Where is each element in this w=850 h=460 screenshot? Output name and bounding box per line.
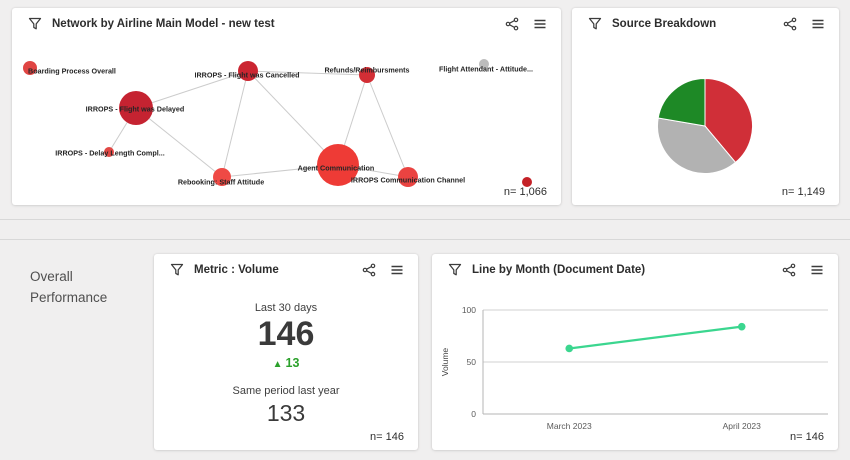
panel-title: Metric : Volume <box>194 264 279 276</box>
line-panel-header: Line by Month (Document Date) <box>432 254 838 286</box>
svg-text:IRROPS - Flight was Delayed: IRROPS - Flight was Delayed <box>86 105 185 114</box>
svg-text:IRROPS Communication Channel: IRROPS Communication Channel <box>351 176 465 185</box>
pie-chart[interactable] <box>572 8 839 205</box>
svg-text:March 2023: March 2023 <box>547 421 592 431</box>
metric-kpi-body: Last 30 days 146 ▲ 13 Same period last ye… <box>154 288 418 427</box>
metric-panel-header: Metric : Volume <box>154 254 418 286</box>
svg-text:50: 50 <box>467 357 477 367</box>
svg-text:Refunds/Reimbursments: Refunds/Reimbursments <box>324 66 409 75</box>
kpi-comparison-value: 133 <box>266 399 306 426</box>
menu-icon[interactable] <box>809 263 824 278</box>
network-graph-chart[interactable]: Boarding Process Overall IRROPS - Flight … <box>12 8 561 205</box>
svg-text:April 2023: April 2023 <box>723 421 762 431</box>
svg-text:0: 0 <box>471 409 476 419</box>
kpi-current-value: 146 <box>257 315 315 353</box>
n-count-label: n= 1,149 <box>781 186 825 198</box>
svg-text:Flight Attendant - Attitude...: Flight Attendant - Attitude... <box>439 65 533 74</box>
svg-text:Volume: Volume <box>440 348 450 377</box>
menu-icon[interactable] <box>532 17 547 32</box>
network-panel-header: Network by Airline Main Model - new test <box>12 8 561 40</box>
arrow-up-icon: ▲ <box>272 358 283 370</box>
filter-icon[interactable] <box>447 263 462 278</box>
n-count-label: n= 146 <box>370 431 404 443</box>
filter-icon[interactable] <box>27 17 42 32</box>
share-icon[interactable] <box>781 263 796 278</box>
kpi-delta: ▲ 13 <box>154 356 418 370</box>
section-label: Overall Performance <box>30 269 108 305</box>
metric-volume-panel: Metric : Volume Last 30 days 146 ▲ 13 Sam… <box>154 254 418 450</box>
svg-text:Rebooking: Staff Attitude: Rebooking: Staff Attitude <box>178 178 264 187</box>
menu-icon[interactable] <box>389 263 404 278</box>
kpi-delta-value: 13 <box>285 355 300 370</box>
share-icon[interactable] <box>782 17 797 32</box>
svg-text:Boarding Process Overall: Boarding Process Overall <box>28 67 116 76</box>
filter-icon[interactable] <box>169 263 184 278</box>
svg-text:100: 100 <box>462 305 476 315</box>
horizontal-divider <box>0 239 850 240</box>
panel-title: Source Breakdown <box>612 18 717 30</box>
svg-text:IRROPS - Delay Length Compl...: IRROPS - Delay Length Compl... <box>55 149 164 158</box>
horizontal-divider <box>0 219 850 220</box>
share-icon[interactable] <box>504 17 519 32</box>
panel-title: Line by Month (Document Date) <box>472 264 646 276</box>
pie-panel-header: Source Breakdown <box>572 8 839 40</box>
source-breakdown-panel: Source Breakdown n= 1,149 <box>572 8 839 205</box>
svg-text:IRROPS - Flight was Cancelled: IRROPS - Flight was Cancelled <box>194 71 299 80</box>
n-count-label: n= 1,066 <box>503 186 547 198</box>
menu-icon[interactable] <box>810 17 825 32</box>
kpi-comparison-label: Same period last year <box>232 384 340 397</box>
svg-text:Agent Communication: Agent Communication <box>298 164 375 173</box>
kpi-period-label: Last 30 days <box>254 302 318 314</box>
panel-title: Network by Airline Main Model - new test <box>52 18 275 30</box>
network-panel: Network by Airline Main Model - new test… <box>12 8 561 205</box>
n-count-label: n= 146 <box>790 431 824 443</box>
share-icon[interactable] <box>361 263 376 278</box>
line-chart[interactable]: 0 50 100 Volume March 2023 April 2023 <box>432 254 838 450</box>
filter-icon[interactable] <box>587 17 602 32</box>
line-by-month-panel: Line by Month (Document Date) 0 50 100 Volu… <box>432 254 838 450</box>
